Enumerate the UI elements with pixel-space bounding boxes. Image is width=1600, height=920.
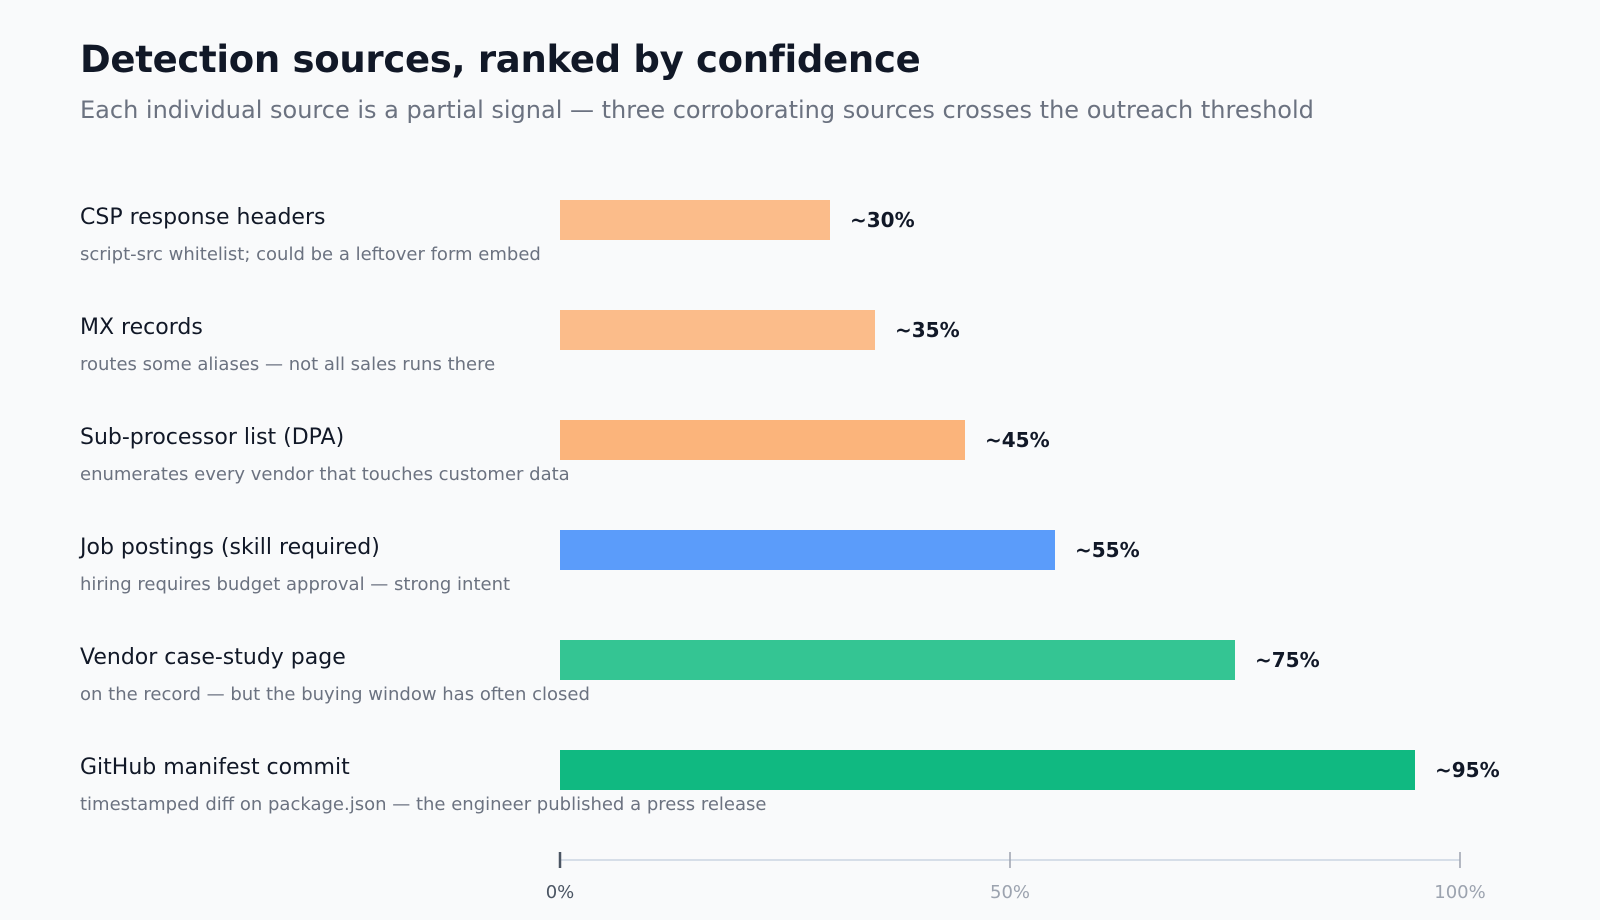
bar: [560, 750, 1415, 790]
bar-value-label: ~30%: [850, 208, 915, 232]
category-note: enumerates every vendor that touches cus…: [80, 464, 570, 485]
bar: [560, 420, 965, 460]
bar-value-label: ~45%: [985, 428, 1050, 452]
category-label: MX records: [80, 315, 203, 340]
chart-title: Detection sources, ranked by confidence: [80, 38, 921, 81]
category-note: hiring requires budget approval — strong…: [80, 574, 511, 595]
category-label: CSP response headers: [80, 205, 326, 230]
category-note: timestamped diff on package.json — the e…: [80, 794, 767, 815]
bar-value-label: ~55%: [1075, 538, 1140, 562]
bar-value-label: ~35%: [895, 318, 960, 342]
category-label: Job postings (skill required): [80, 535, 380, 560]
category-note: routes some aliases — not all sales runs…: [80, 354, 496, 375]
category-label: Sub-processor list (DPA): [80, 425, 345, 450]
x-axis-tick-label: 50%: [989, 882, 1031, 903]
category-note: script-src whitelist; could be a leftove…: [80, 244, 541, 265]
chart-subtitle: Each individual source is a partial sign…: [80, 96, 1314, 124]
x-axis-tick-label: 100%: [1434, 882, 1486, 903]
category-label: GitHub manifest commit: [80, 755, 350, 780]
category-note: on the record — but the buying window ha…: [80, 684, 590, 705]
x-axis-tick-label: 0%: [545, 882, 575, 903]
bar: [560, 640, 1235, 680]
bar: [560, 530, 1055, 570]
bar: [560, 310, 875, 350]
category-label: Vendor case-study page: [80, 645, 346, 670]
bar-value-label: ~95%: [1435, 758, 1500, 782]
bar: [560, 200, 830, 240]
bar-value-label: ~75%: [1255, 648, 1320, 672]
